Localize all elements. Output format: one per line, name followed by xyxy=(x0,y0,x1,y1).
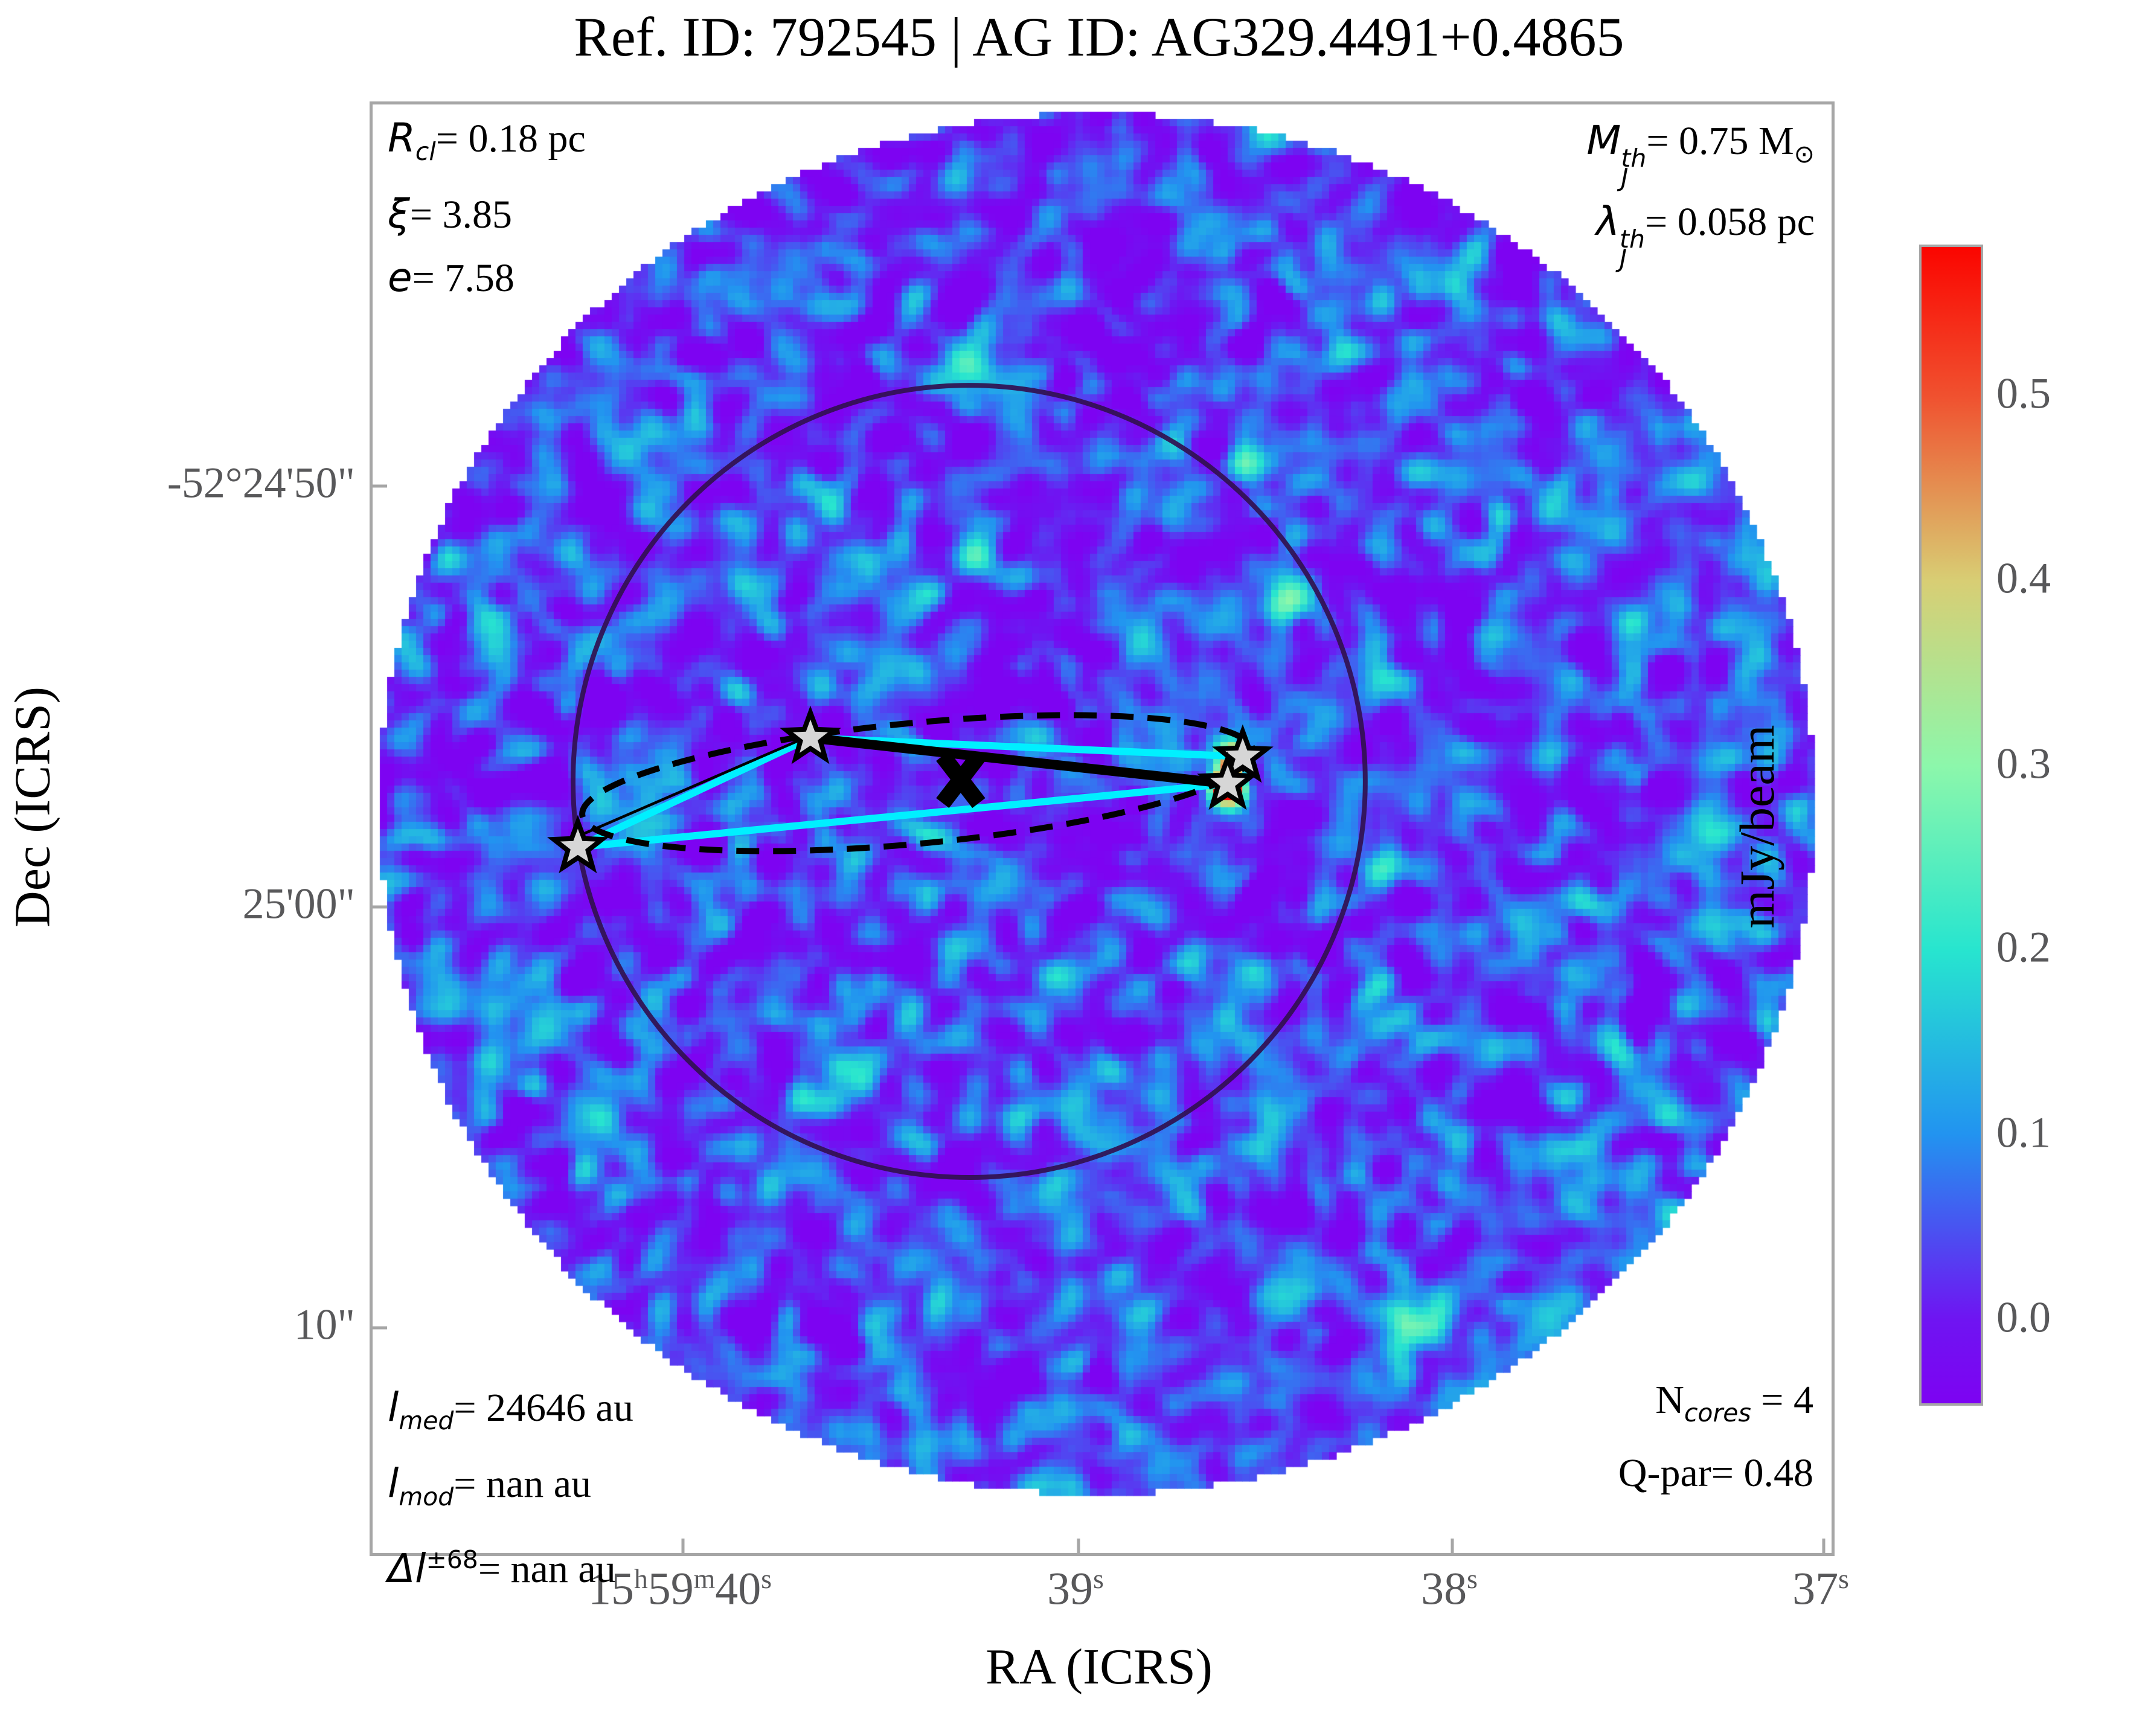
x-tick-label-40s: 15h59m40s xyxy=(588,1563,772,1615)
colorbar xyxy=(1919,245,1983,1406)
annotation-cores: Ncores = 4 Q-par= 0.48 xyxy=(1618,1370,1813,1504)
colorbar-tick-0.5: 0.5 xyxy=(1996,369,2051,418)
core-star-marker-3 xyxy=(1197,751,1258,810)
edge-cyan-0 xyxy=(577,780,1228,851)
annotation-cluster-params: Rcl= 0.18 pc ξ= 3.85 e= 7.58 xyxy=(388,107,586,310)
cluster-radius-circle xyxy=(570,383,1368,1180)
y-axis-label: Dec (ICRS) xyxy=(4,687,61,927)
colorbar-tick-0.2: 0.2 xyxy=(1996,923,2051,972)
annotation-xi: ξ= 3.85 xyxy=(388,191,513,238)
annotation-e: e= 7.58 xyxy=(388,254,515,301)
overlay-markers xyxy=(373,383,1826,1553)
core-star-marker-0 xyxy=(780,705,841,764)
core-star-marker-2 xyxy=(1211,724,1274,783)
annotation-qpar: Q-par= 0.48 xyxy=(1618,1451,1813,1496)
figure-title: Ref. ID: 792545 | AG ID: AG329.4491+0.48… xyxy=(574,6,1624,68)
core-star-marker-1 xyxy=(547,815,609,874)
annotation-dl68: Δl±68= nan au xyxy=(388,1545,616,1592)
annotation-lmed: lmed= 24646 au xyxy=(388,1384,633,1436)
annotation-lmod: lmod= nan au xyxy=(388,1460,591,1512)
x-tick-label-39s: 39s xyxy=(1047,1563,1104,1615)
colorbar-tick-0.3: 0.3 xyxy=(1996,739,2051,788)
colorbar-label: mJy/beam xyxy=(1729,725,1784,929)
annotation-ncores: Ncores = 4 xyxy=(1655,1378,1813,1428)
x-tick-label-38s: 38s xyxy=(1421,1563,1478,1615)
colorbar-tick-0.4: 0.4 xyxy=(1996,554,2051,603)
edge-cyan-2 xyxy=(576,734,812,851)
colorbar-tick-0.0: 0.0 xyxy=(1996,1293,2051,1342)
x-axis-label: RA (ICRS) xyxy=(986,1639,1213,1695)
annotation-jeans-length: λ th J = 0.058 pc xyxy=(1595,198,1815,274)
x-tick-label-37s: 37s xyxy=(1792,1563,1849,1615)
center-cross-stroke-2 xyxy=(936,751,986,809)
annotation-rcl: Rcl= 0.18 pc xyxy=(388,115,586,167)
y-tick-label-2510: 10" xyxy=(293,1300,355,1349)
dashed-hull-ellipse xyxy=(579,712,1257,854)
edge-black-thick-0 xyxy=(810,733,1228,789)
colorbar-tick-0.1: 0.1 xyxy=(1996,1108,2051,1157)
edge-black-thin-0 xyxy=(577,734,811,838)
y-tick-label-2500: 25'00" xyxy=(242,879,355,928)
y-tick-label-2450: -52°24'50" xyxy=(167,458,355,507)
annotation-separations: lmed= 24646 au lmod= nan au Δl±68= nan a… xyxy=(388,1376,633,1601)
